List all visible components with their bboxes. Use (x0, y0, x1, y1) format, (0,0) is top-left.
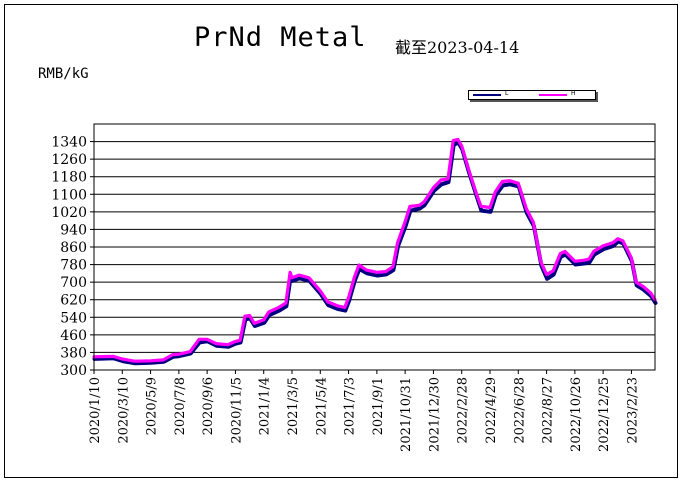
x-tick-label: 2021/12/30 (427, 377, 442, 452)
y-tick-label: 1100 (51, 187, 87, 203)
x-tick-label: 2021/1/4 (258, 377, 273, 435)
x-tick-label: 2021/5/4 (314, 377, 329, 435)
x-tick-label: 2021/9/1 (371, 377, 386, 435)
y-tick-label: 700 (60, 275, 87, 291)
x-tick-label: 2021/3/5 (286, 377, 301, 435)
series-line-h (92, 137, 657, 363)
chart-subtitle: 截至2023-04-14 (395, 38, 520, 57)
x-tick-label: 2021/7/3 (343, 377, 358, 435)
x-tick-label: 2022/12/25 (597, 377, 612, 452)
x-tick-label: 2022/6/28 (512, 377, 527, 444)
y-tick-label: 1260 (51, 152, 87, 168)
y-tick-label: 300 (60, 363, 87, 379)
y-tick-label: 380 (60, 345, 87, 361)
legend-swatch-h (539, 94, 567, 96)
legend-label-h: H (571, 90, 576, 97)
y-tick-label: 780 (60, 258, 87, 274)
legend-label-l: L (505, 90, 509, 97)
x-tick-label: 2022/4/29 (484, 377, 499, 444)
y-axis-unit-label: RMB/kG (38, 66, 89, 82)
x-tick-label: 2020/7/8 (173, 377, 188, 435)
x-tick-label: 2020/5/9 (145, 377, 160, 435)
x-tick-label: 2020/11/5 (229, 377, 244, 444)
legend-swatch-l (473, 94, 501, 96)
y-tick-label: 1340 (51, 135, 87, 151)
plot-border (93, 123, 656, 371)
x-tick-label: 2022/10/26 (569, 377, 584, 452)
series-line-l (92, 140, 658, 366)
y-tick-label: 540 (60, 310, 87, 326)
x-tick-label: 2023/2/23 (625, 377, 640, 444)
x-tick-label: 2022/2/28 (456, 377, 471, 444)
y-tick-label: 620 (60, 293, 87, 309)
chart-title: PrNd Metal (194, 22, 367, 53)
y-tick-label: 1020 (51, 205, 87, 221)
y-tick-label: 1180 (51, 170, 87, 186)
x-tick-label: 2022/8/27 (541, 377, 556, 444)
y-tick-label: 940 (60, 222, 87, 238)
y-tick-label: 460 (60, 328, 87, 344)
x-tick-label: 2021/10/31 (399, 377, 414, 452)
x-tick-label: 2020/9/6 (201, 377, 216, 435)
x-tick-label: 2020/3/10 (116, 377, 131, 444)
x-tick-label: 2020/1/10 (88, 377, 103, 444)
chart-legend: L H (468, 90, 596, 100)
y-tick-label: 860 (60, 240, 87, 256)
